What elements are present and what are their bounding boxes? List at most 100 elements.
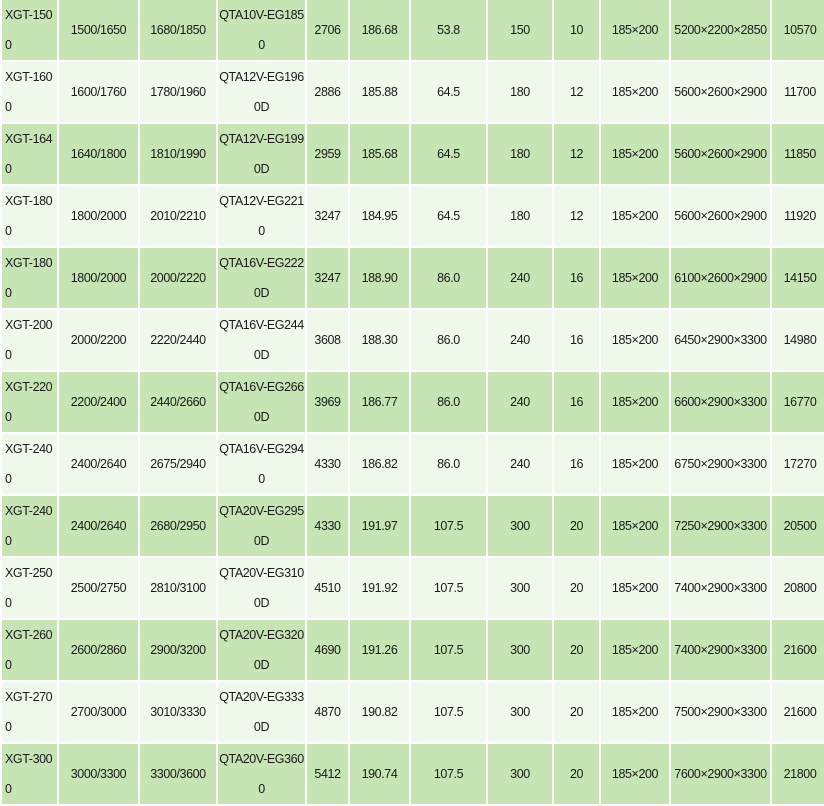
cell-power: 2000/2200 xyxy=(59,310,138,370)
cell-displacement: 107.5 xyxy=(411,744,486,804)
cell-cylinders: 16 xyxy=(554,434,599,494)
cell-cells-count: 240 xyxy=(488,248,552,308)
cell-power: 1640/1800 xyxy=(59,124,138,184)
cell-standby-power: 1680/1850 xyxy=(140,0,216,60)
cell-standby-power: 1780/1960 xyxy=(140,62,216,122)
cell-fuel-consumption: 191.26 xyxy=(350,620,409,680)
table-row: XGT-1800 1800/2000 2000/2220 QTA16V-EG2220D… xyxy=(2,248,824,308)
cell-cells-count: 150 xyxy=(488,0,552,60)
cell-power: 1500/1650 xyxy=(59,0,138,60)
cell-power: 1600/1760 xyxy=(59,62,138,122)
cell-weight: 11920 xyxy=(772,186,824,246)
cell-fuel-consumption: 188.90 xyxy=(350,248,409,308)
cell-power: 2500/2750 xyxy=(59,558,138,618)
cell-dimensions: 7500×2900×3300 xyxy=(671,682,770,742)
cell-bore-stroke: 185×200 xyxy=(601,248,669,308)
cell-standby-power: 2900/3200 xyxy=(140,620,216,680)
table-row: XGT-2500 2500/2750 2810/3100 QTA20V-EG3100D… xyxy=(2,558,824,618)
cell-weight: 20800 xyxy=(772,558,824,618)
cell-cylinders: 20 xyxy=(554,620,599,680)
cell-cylinders: 16 xyxy=(554,248,599,308)
table-row: XGT-2400 2400/2640 2680/2950 QTA20V-EG2950D… xyxy=(2,496,824,556)
cell-weight: 16770 xyxy=(772,372,824,432)
cell-cells-count: 180 xyxy=(488,186,552,246)
cell-engine-model: QTA12V-EG1960D xyxy=(218,62,305,122)
cell-cylinders: 12 xyxy=(554,124,599,184)
cell-bore-stroke: 185×200 xyxy=(601,62,669,122)
cell-dimensions: 7400×2900×3300 xyxy=(671,620,770,680)
cell-fuel-consumption: 185.88 xyxy=(350,62,409,122)
cell-standby-power: 1810/1990 xyxy=(140,124,216,184)
cell-weight: 21600 xyxy=(772,620,824,680)
cell-displacement: 86.0 xyxy=(411,310,486,370)
cell-bore-stroke: 185×200 xyxy=(601,310,669,370)
cell-model: XGT-1640 xyxy=(2,124,57,184)
cell-weight: 20500 xyxy=(772,496,824,556)
cell-standby-power: 2220/2440 xyxy=(140,310,216,370)
cell-fuel-consumption: 190.82 xyxy=(350,682,409,742)
table-row: XGT-1640 1640/1800 1810/1990 QTA12V-EG1990D… xyxy=(2,124,824,184)
cell-engine-model: QTA16V-EG2440D xyxy=(218,310,305,370)
cell-dimensions: 6600×2900×3300 xyxy=(671,372,770,432)
table-row: XGT-2400 2400/2640 2675/2940 QTA16V-EG2940 4… xyxy=(2,434,824,494)
table-row: XGT-2000 2000/2200 2220/2440 QTA16V-EG2440D… xyxy=(2,310,824,370)
cell-fuel-consumption: 191.92 xyxy=(350,558,409,618)
cell-cylinders: 20 xyxy=(554,682,599,742)
cell-dimensions: 6750×2900×3300 xyxy=(671,434,770,494)
table-row: XGT-1600 1600/1760 1780/1960 QTA12V-EG1960D… xyxy=(2,62,824,122)
cell-standby-power: 2675/2940 xyxy=(140,434,216,494)
cell-weight: 10570 xyxy=(772,0,824,60)
cell-dimensions: 5200×2200×2850 xyxy=(671,0,770,60)
cell-cells-count: 240 xyxy=(488,434,552,494)
cell-fuel-cell: 3608 xyxy=(307,310,348,370)
cell-standby-power: 2680/2950 xyxy=(140,496,216,556)
table-row: XGT-2700 2700/3000 3010/3330 QTA20V-EG3330D… xyxy=(2,682,824,742)
cell-model: XGT-2600 xyxy=(2,620,57,680)
cell-cylinders: 20 xyxy=(554,744,599,804)
cell-engine-model: QTA20V-EG3200D xyxy=(218,620,305,680)
cell-cylinders: 16 xyxy=(554,310,599,370)
cell-engine-model: QTA12V-EG1990D xyxy=(218,124,305,184)
cell-cells-count: 180 xyxy=(488,62,552,122)
cell-model: XGT-2700 xyxy=(2,682,57,742)
cell-cells-count: 180 xyxy=(488,124,552,184)
cell-model: XGT-1500 xyxy=(2,0,57,60)
cell-engine-model: QTA16V-EG2660D xyxy=(218,372,305,432)
cell-engine-model: QTA16V-EG2220D xyxy=(218,248,305,308)
cell-dimensions: 5600×2600×2900 xyxy=(671,124,770,184)
cell-bore-stroke: 185×200 xyxy=(601,372,669,432)
cell-cylinders: 20 xyxy=(554,496,599,556)
cell-standby-power: 2000/2220 xyxy=(140,248,216,308)
cell-cells-count: 300 xyxy=(488,744,552,804)
cell-model: XGT-2200 xyxy=(2,372,57,432)
cell-fuel-cell: 4690 xyxy=(307,620,348,680)
cell-model: XGT-1800 xyxy=(2,248,57,308)
cell-dimensions: 7250×2900×3300 xyxy=(671,496,770,556)
cell-dimensions: 5600×2600×2900 xyxy=(671,62,770,122)
cell-dimensions: 6450×2900×3300 xyxy=(671,310,770,370)
cell-engine-model: QTA20V-EG2950D xyxy=(218,496,305,556)
cell-model: XGT-1600 xyxy=(2,62,57,122)
cell-cylinders: 12 xyxy=(554,186,599,246)
cell-displacement: 107.5 xyxy=(411,496,486,556)
table-row: XGT-1500 1500/1650 1680/1850 QTA10V-EG1850 2… xyxy=(2,0,824,60)
cell-model: XGT-2400 xyxy=(2,496,57,556)
cell-model: XGT-3000 xyxy=(2,744,57,804)
cell-fuel-cell: 3247 xyxy=(307,186,348,246)
cell-standby-power: 3300/3600 xyxy=(140,744,216,804)
cell-model: XGT-2000 xyxy=(2,310,57,370)
table-row: XGT-2600 2600/2860 2900/3200 QTA20V-EG3200D… xyxy=(2,620,824,680)
cell-bore-stroke: 185×200 xyxy=(601,434,669,494)
cell-dimensions: 5600×2600×2900 xyxy=(671,186,770,246)
cell-fuel-cell: 4870 xyxy=(307,682,348,742)
cell-fuel-consumption: 184.95 xyxy=(350,186,409,246)
table-row: XGT-3000 3000/3300 3300/3600 QTA20V-EG3600 5… xyxy=(2,744,824,804)
cell-fuel-cell: 3969 xyxy=(307,372,348,432)
cell-bore-stroke: 185×200 xyxy=(601,558,669,618)
cell-cells-count: 300 xyxy=(488,682,552,742)
cell-displacement: 86.0 xyxy=(411,434,486,494)
cell-fuel-consumption: 186.68 xyxy=(350,0,409,60)
cell-displacement: 53.8 xyxy=(411,0,486,60)
cell-dimensions: 7400×2900×3300 xyxy=(671,558,770,618)
